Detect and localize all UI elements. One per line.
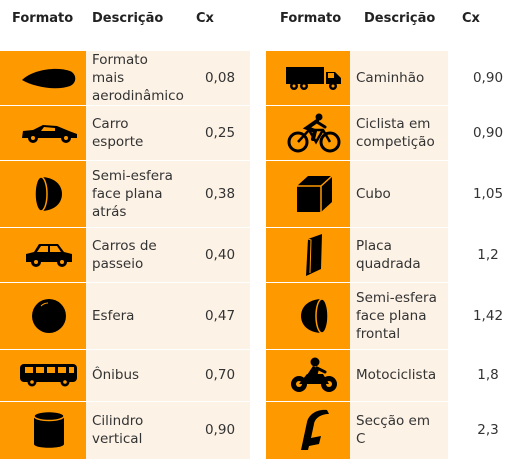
square-plate-icon — [306, 233, 322, 276]
teardrop-icon — [22, 68, 76, 88]
description-cell: Semi-esfera face plana frontal — [350, 281, 448, 350]
racing-cyclist-icon — [287, 113, 341, 152]
cx-value: 0,40 — [190, 226, 250, 283]
sphere-icon — [32, 298, 66, 333]
description-cell: Cilindro vertical — [86, 400, 190, 460]
description-cell: Secção em C — [350, 400, 448, 460]
cx-value: 0,08 — [190, 49, 250, 106]
description-cell: Formato mais aerodinâmico — [86, 49, 190, 106]
cube-icon — [297, 174, 333, 212]
hemisphere-flat-back-icon — [34, 175, 62, 212]
cx-value: 1,42 — [448, 281, 528, 350]
description-cell: Motociclista — [350, 348, 448, 402]
cx-value: 0,47 — [190, 281, 250, 350]
description-cell: Esfera — [86, 281, 190, 350]
cx-value: 0,38 — [190, 159, 250, 228]
c-section-icon — [301, 409, 329, 450]
cx-value: 1,8 — [448, 348, 528, 402]
cx-value: 0,90 — [448, 104, 528, 161]
table-row: Formato mais aerodinâmico 0,08 Caminhão … — [0, 49, 528, 106]
cx-value: 0,90 — [448, 49, 528, 106]
header-cx-right: Cx — [448, 0, 528, 50]
description-cell: Semi-esfera face plana atrás — [86, 159, 190, 228]
description-cell: Placa quadrada — [350, 226, 448, 283]
header-row: Formato Descrição Cx Formato Descrição C… — [0, 0, 528, 50]
header-descricao-left: Descrição — [86, 0, 190, 50]
cx-value: 0,25 — [190, 104, 250, 161]
description-cell: Carros de passeio — [86, 226, 190, 283]
header-descricao-right: Descrição — [350, 0, 448, 50]
description-cell: Ciclista em competição — [350, 104, 448, 161]
hemisphere-flat-front-icon — [301, 297, 329, 334]
header-formato-left: Formato — [0, 0, 86, 50]
table-row: Carros de passeio 0,40 Placa quadrada 1,… — [0, 226, 528, 283]
description-cell: Caminhão — [350, 49, 448, 106]
description-cell: Ônibus — [86, 348, 190, 402]
table-row: Ônibus 0,70 Motociclista 1,8 — [0, 348, 528, 402]
cx-value: 1,05 — [448, 159, 528, 228]
cx-value: 0,70 — [190, 348, 250, 402]
table-row: Esfera 0,47 Semi-esfera face plana front… — [0, 281, 528, 350]
cx-value: 1,2 — [448, 226, 528, 283]
passenger-car-icon — [26, 243, 72, 267]
header-formato-right: Formato — [266, 0, 350, 50]
truck-icon — [286, 66, 341, 90]
header-separator — [250, 0, 266, 50]
motorcyclist-icon — [291, 357, 337, 392]
description-cell: Carro esporte — [86, 104, 190, 161]
header-cx-left: Cx — [190, 0, 250, 50]
table-row: Carro esporte 0,25 Ciclista em competiçã… — [0, 104, 528, 161]
description-cell: Cubo — [350, 159, 448, 228]
cx-value: 0,90 — [190, 400, 250, 460]
bus-icon — [20, 364, 77, 387]
table-row: Cilindro vertical 0,90 Secção em C 2,3 — [0, 400, 528, 460]
cylinder-icon — [33, 410, 65, 448]
cx-value: 2,3 — [448, 400, 528, 460]
sports-car-icon — [22, 124, 77, 143]
table-row: Semi-esfera face plana atrás 0,38 Cubo 1… — [0, 159, 528, 228]
